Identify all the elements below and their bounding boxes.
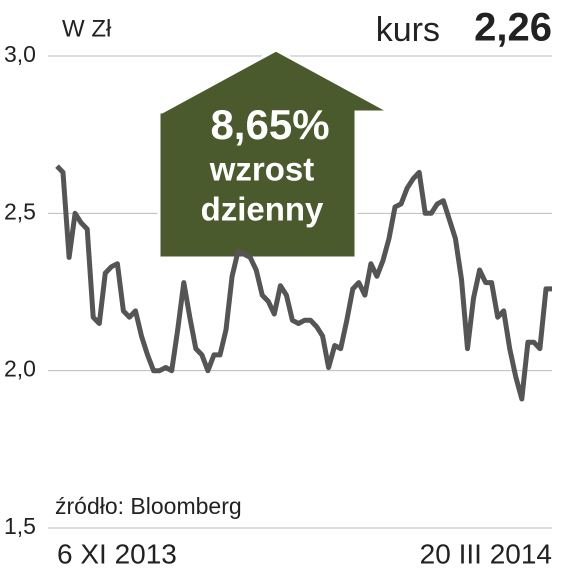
line [55, 164, 552, 402]
arrow-shape [157, 48, 391, 260]
x-tick-label: 20 III 2014 [420, 538, 552, 569]
annotation-text: dzienny [201, 191, 324, 228]
y-tick-label: 1,5 [4, 513, 36, 539]
annotation-text: wzrost [209, 151, 315, 188]
x-tick-label: 6 XI 2013 [57, 538, 177, 569]
chart-title: kurs [376, 11, 440, 49]
annotation-value: 8,65% [210, 101, 329, 148]
subtitle: W Zł [62, 15, 112, 42]
headline-value: 2,26 [474, 6, 552, 50]
y-tick-label: 3,0 [4, 41, 36, 67]
source: źródło: Bloomberg [55, 493, 242, 519]
grid: 1,5 2,0 2,5 3,0 [4, 41, 552, 539]
y-tick-label: 2,0 [4, 356, 36, 382]
y-tick-label: 2,5 [4, 198, 36, 224]
